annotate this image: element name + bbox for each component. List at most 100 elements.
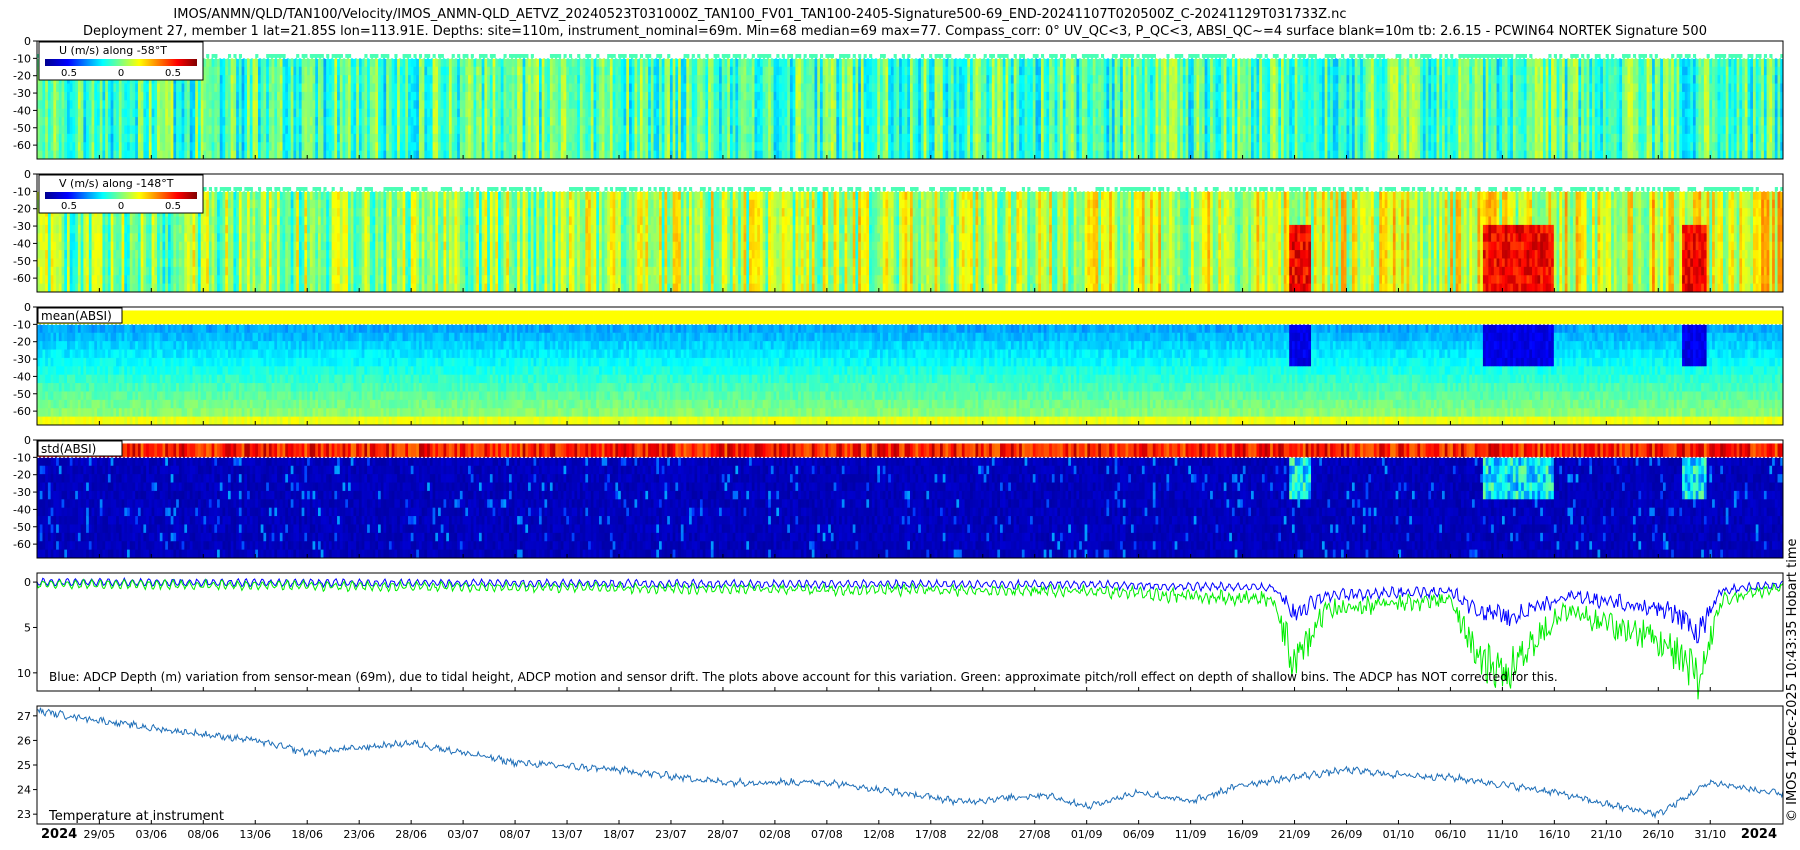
y-tick-label: 26: [17, 734, 31, 747]
y-tick-label: -20: [13, 203, 31, 216]
x-tick-label: 21/10: [1590, 828, 1622, 841]
x-tick-label: 22/08: [967, 828, 999, 841]
plot-panels: 0 -10 -20 -30 -40 -50 -60 U (m/s) along -58°T 0.…: [13, 35, 1784, 825]
y-tick-label: 0: [24, 301, 31, 314]
x-tick-label: 03/06: [135, 828, 167, 841]
figure-title-line1: IMOS/ANMN/QLD/TAN100/Velocity/IMOS_ANMN-…: [173, 7, 1346, 22]
x-tick-label: 06/09: [1123, 828, 1155, 841]
y-tick-label: -40: [13, 104, 31, 117]
x-tick-label: 01/10: [1383, 828, 1415, 841]
x-tick-label: 18/06: [291, 828, 323, 841]
colorbar: [45, 59, 197, 66]
heatmap-cells: [37, 443, 1784, 559]
panel-std_absi: 0 -10 -20 -30 -40 -50 -60 std(ABSI): [13, 434, 1784, 559]
y-tick-label: -10: [13, 318, 31, 331]
colorbar-tick-label: 0: [118, 201, 124, 212]
y-tick-label: -50: [13, 255, 31, 268]
colorbar-tick-label: 0.5: [61, 68, 77, 79]
y-tick-label: -40: [13, 370, 31, 383]
panel-mean_absi: 0 -10 -20 -30 -40 -50 -60 mean(ABSI): [13, 301, 1784, 426]
x-tick-label: 23/06: [343, 828, 375, 841]
figure-title-line2: Deployment 27, member 1 lat=21.85S lon=1…: [83, 24, 1707, 39]
y-tick-label: -60: [13, 272, 31, 285]
panel-label: mean(ABSI): [41, 309, 112, 323]
y-tick-label: -10: [13, 52, 31, 65]
credit-text: © IMOS 14-Dec-2025 10:43:35 Hobart time: [1785, 538, 1800, 822]
x-tick-label: 12/08: [863, 828, 895, 841]
x-tick-label: 01/09: [1071, 828, 1103, 841]
y-tick-label: -30: [13, 87, 31, 100]
y-tick-label: 25: [17, 759, 31, 772]
panel-label-box: [37, 440, 123, 457]
colorbar: [45, 192, 197, 199]
x-tick-label: 08/07: [499, 828, 531, 841]
panel-annotation: Temperature at instrument: [48, 809, 224, 824]
x-year-label: 2024: [1741, 827, 1777, 842]
colorbar-tick-label: 0.5: [165, 201, 181, 212]
panel-u: 0 -10 -20 -30 -40 -50 -60 U (m/s) along -58°T 0.…: [13, 35, 1784, 160]
plot-area: [37, 706, 1783, 824]
colorbar-title: V (m/s) along -148°T: [59, 177, 174, 190]
y-tick-label: 0: [24, 35, 31, 48]
x-year-label: 2024: [41, 827, 77, 842]
x-tick-label: 08/06: [187, 828, 219, 841]
panel-frame: [36, 439, 1784, 559]
y-tick-label: -60: [13, 405, 31, 418]
y-tick-label: -10: [13, 451, 31, 464]
x-tick-label: 13/07: [551, 828, 583, 841]
y-tick-label: 5: [24, 621, 31, 634]
x-tick-label: 31/10: [1694, 828, 1726, 841]
panel-frame: [36, 306, 1784, 426]
y-tick-label: -50: [13, 122, 31, 135]
y-tick-label: -60: [13, 139, 31, 152]
series-line: [36, 578, 1784, 700]
colorbar-tick-label: 0: [118, 68, 124, 79]
colorbar-tick-label: 0.5: [165, 68, 181, 79]
panel-frame: [36, 572, 1784, 692]
y-tick-label: 27: [17, 710, 31, 723]
x-tick-label: 17/08: [915, 828, 947, 841]
panel-temperature: 23 24 25 26 27 Temperature at instrument: [17, 705, 1784, 825]
x-tick-label: 26/09: [1331, 828, 1363, 841]
y-tick-label: 10: [17, 667, 31, 680]
y-tick-label: -60: [13, 538, 31, 551]
x-tick-label: 03/07: [447, 828, 479, 841]
y-tick-label: 0: [24, 434, 31, 447]
x-tick-label: 29/05: [84, 828, 116, 841]
y-tick-label: -40: [13, 237, 31, 250]
y-tick-label: -30: [13, 353, 31, 366]
y-tick-label: -50: [13, 388, 31, 401]
y-tick-label: 23: [17, 808, 31, 821]
y-tick-label: -50: [13, 521, 31, 534]
y-tick-label: 0: [24, 168, 31, 181]
heatmap-cells: [37, 310, 1784, 426]
y-tick-label: 24: [17, 784, 31, 797]
x-tick-label: 21/09: [1279, 828, 1311, 841]
x-tick-label: 18/07: [603, 828, 635, 841]
x-tick-label: 23/07: [655, 828, 687, 841]
panel-label-box: [37, 307, 123, 324]
panel-frame: [36, 173, 1784, 293]
heatmap-cells: [37, 187, 1784, 293]
x-tick-label: 27/08: [1019, 828, 1051, 841]
x-tick-label: 13/06: [239, 828, 271, 841]
panel-depth_variation: 0 5 10 Blue: ADCP Depth (m) variation from …: [17, 572, 1784, 700]
x-axis: 29/05 03/06 08/06 13/06 18/06 23/06 28/06 03/07…: [41, 155, 1777, 842]
panel-v: 0 -10 -20 -30 -40 -50 -60 V (m/s) along -148°T 0…: [13, 168, 1784, 293]
x-tick-label: 02/08: [759, 828, 791, 841]
x-tick-label: 07/08: [811, 828, 843, 841]
y-tick-label: -40: [13, 503, 31, 516]
x-tick-label: 11/10: [1487, 828, 1519, 841]
y-tick-label: -20: [13, 70, 31, 83]
heatmap-cells: [37, 54, 1784, 160]
colorbar-tick-label: 0.5: [61, 201, 77, 212]
x-tick-label: 06/10: [1435, 828, 1467, 841]
x-tick-label: 28/07: [707, 828, 739, 841]
panel-annotation: Blue: ADCP Depth (m) variation from sens…: [49, 670, 1558, 684]
y-tick-label: -10: [13, 185, 31, 198]
colorbar-title: U (m/s) along -58°T: [59, 44, 167, 57]
panel-frame: [36, 40, 1784, 160]
y-tick-label: 0: [24, 576, 31, 589]
x-tick-label: 16/10: [1539, 828, 1571, 841]
